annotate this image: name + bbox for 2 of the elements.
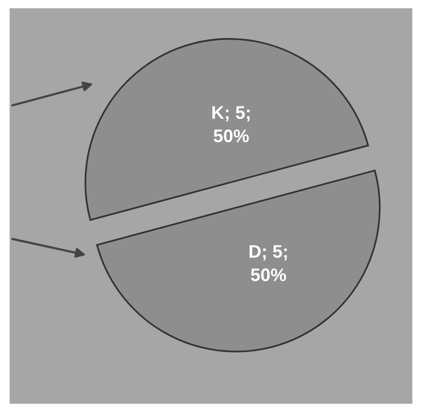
slice-label: K; 5; 50% — [212, 106, 250, 142]
slice-label: D; 5; 50% — [250, 245, 287, 282]
